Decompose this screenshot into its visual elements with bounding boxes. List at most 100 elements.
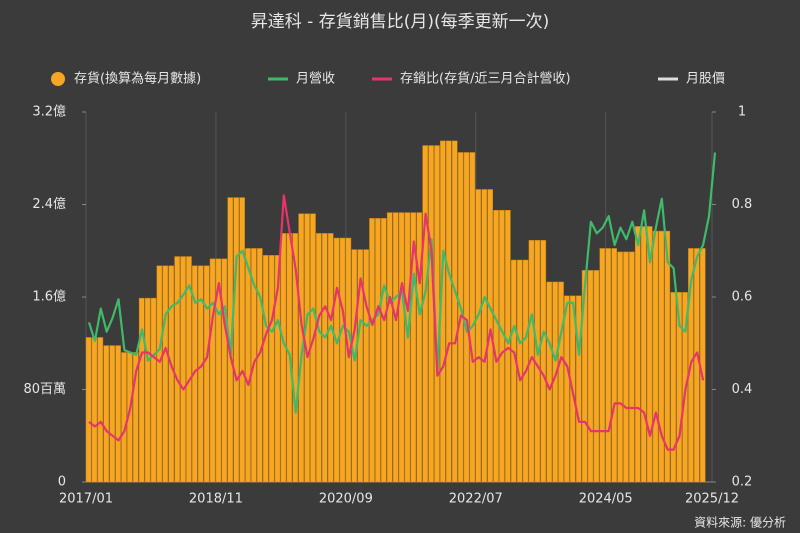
source-note: 資料來源: 優分析 [694,516,786,530]
bar [593,270,600,483]
bar [203,265,210,483]
legend-label: 存銷比(存貨/近三月合計營收) [400,71,571,87]
bar [162,265,169,483]
bar [115,345,121,483]
bar [109,345,115,483]
bar [215,258,222,483]
bar [144,297,151,483]
y-tick-label: 80百萬 [23,382,66,397]
bar [333,237,340,483]
legend-label: 存貨(換算為每月數據) [74,71,201,87]
bar [540,240,547,483]
bar [174,256,180,483]
bar [422,145,428,483]
bar [652,230,659,483]
bar [339,237,346,483]
legend-label: 月股價 [686,72,725,87]
y-tick-label: 0 [58,475,66,490]
bar [386,212,393,483]
bar [274,255,281,483]
x-tick-label: 2017/01 [59,492,113,507]
bar [451,140,458,483]
y2-tick-label: 0.6 [732,290,753,305]
bar [640,226,647,483]
y-tick-label: 2.4億 [32,196,66,212]
bar [257,248,263,483]
bar [316,233,322,483]
bar [617,251,623,483]
bar [410,212,417,483]
x-tick-label: 2025/12 [685,492,739,507]
bar [416,212,423,483]
bar [505,210,511,483]
bar [97,337,104,483]
bar [381,218,387,483]
bar [611,248,617,483]
bar [510,259,517,483]
bar [646,226,653,483]
y2-tick-label: 0.4 [732,382,753,397]
bar [180,256,186,483]
bar [150,297,157,483]
bar [629,251,635,483]
bar [575,295,582,483]
bar [357,249,364,483]
bar [280,233,287,483]
x-tick-label: 2024/05 [579,492,633,507]
bar [245,248,251,483]
bar [375,218,381,483]
bar [676,292,682,483]
bar [605,248,612,483]
bar [475,189,482,483]
bar [138,297,145,483]
bar [369,218,375,483]
bar [268,255,275,483]
bar [292,233,299,483]
bar [587,270,594,483]
bar [103,345,110,483]
bar [392,212,399,483]
bar [262,255,269,483]
bar [623,251,629,483]
y2-tick-label: 1 [738,105,746,120]
legend-swatch [51,72,65,86]
bar [634,226,641,483]
bar [197,265,204,483]
bar [186,256,192,483]
bar [363,249,369,483]
bar [670,292,677,483]
x-tick-label: 2020/09 [319,492,373,507]
bar [558,281,564,483]
bar [156,265,163,483]
bar [664,230,671,483]
bar [321,233,328,483]
bar [694,248,700,483]
bar [91,337,98,483]
bar [599,248,606,483]
chart-title: 昇達科 - 存貨銷售比(月)(每季更新一次) [251,12,549,32]
bar [209,258,216,483]
y2-tick-label: 0.8 [732,197,753,212]
bar [564,295,570,483]
bar [428,145,434,483]
bar [233,197,239,483]
x-tick-label: 2018/11 [189,492,243,507]
line-series [87,152,717,414]
bar [581,270,588,483]
bar [658,230,665,483]
bar [327,233,334,483]
bar [469,152,476,483]
bar [85,337,92,483]
legend-label: 月營收 [296,72,335,87]
y-tick-label: 3.2億 [32,104,66,120]
bar [481,189,488,483]
y2-tick-label: 0.2 [732,475,753,490]
line-series [88,194,705,451]
bar [239,197,245,483]
bar [445,140,452,483]
bar [398,212,405,483]
bar [499,210,505,483]
bar [121,352,127,483]
bar [221,258,228,483]
